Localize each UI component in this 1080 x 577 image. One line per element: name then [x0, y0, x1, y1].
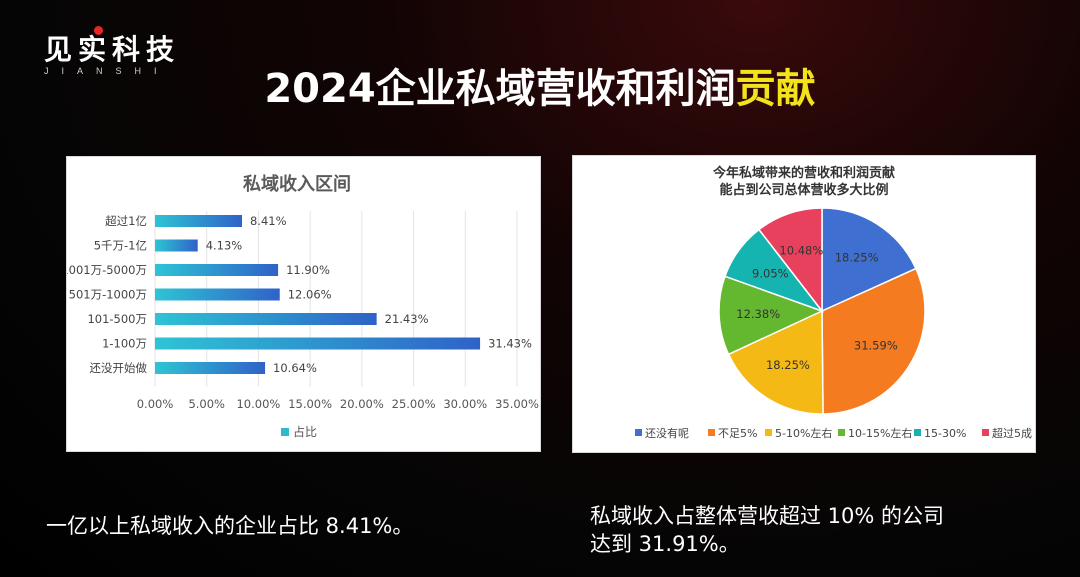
x-tick-label: 20.00%: [340, 397, 384, 411]
pie-value-label: 10.48%: [779, 244, 823, 258]
x-tick-label: 35.00%: [495, 397, 539, 411]
pie-slice: [727, 309, 824, 415]
x-tick-label: 15.00%: [288, 397, 332, 411]
page-title: 2024企业私域营收和利润贡献: [0, 56, 1080, 114]
pie-value-label: 31.59%: [854, 338, 898, 352]
logo-text-cn: 见实科技: [44, 33, 181, 66]
legend-swatch: [708, 429, 715, 436]
pie-value-label: 18.25%: [835, 250, 879, 264]
bar-chart: 私域收入区间 超过1亿 5千万-1亿 1001万-5000万 501万-1000万 10…: [61, 173, 539, 439]
category-label: 101-500万: [87, 312, 147, 326]
pie-slice: [718, 275, 824, 356]
category-label: 1-100万: [102, 337, 147, 351]
category-label: 还没开始做: [90, 361, 148, 375]
category-label: 501万-1000万: [69, 288, 147, 302]
bar-value-label: 8.41%: [250, 214, 287, 228]
x-tick-label: 5.00%: [188, 397, 225, 411]
legend-swatch: [635, 429, 642, 436]
legend-label: 不足5%: [718, 427, 757, 440]
caption-left: 一亿以上私域收入的企业占比 8.41%。: [46, 514, 414, 538]
pie-slice: [757, 207, 823, 314]
bar: [155, 288, 280, 301]
bar-chart-panel: 私域收入区间 超过1亿 5千万-1亿 1001万-5000万 501万-1000万 10…: [61, 156, 541, 452]
legend-swatch: [765, 429, 772, 436]
legend-label: 占比: [293, 424, 317, 439]
bar-chart-title: 私域收入区间: [243, 173, 351, 195]
x-tick-label: 0.00%: [137, 397, 174, 411]
bar-value-label: 4.13%: [206, 239, 243, 253]
caption-right-line1: 私域收入占整体营收超过 10% 的公司: [590, 504, 945, 528]
pie-chart-panel: 今年私域带来的营收和利润贡献 能占到公司总体营收多大比例 18.25% 31.59…: [572, 155, 1036, 453]
x-tick-label: 30.00%: [443, 397, 487, 411]
category-label: 1001万-5000万: [67, 263, 147, 277]
legend-swatch: [838, 429, 845, 436]
title-highlight: 贡献: [735, 66, 816, 112]
pie-value-label: 9.05%: [752, 266, 789, 280]
category-label: 超过1亿: [105, 214, 147, 228]
pie-value-label: 12.38%: [736, 307, 780, 321]
bar-value-label: 11.90%: [286, 263, 330, 277]
bar: [155, 239, 198, 252]
pie-chart: 今年私域带来的营收和利润贡献 能占到公司总体营收多大比例 18.25% 31.59…: [635, 165, 1032, 440]
bar-value-label: 21.43%: [385, 312, 429, 326]
legend-label: 还没有呢: [645, 426, 689, 440]
bar-value-label: 31.43%: [488, 337, 532, 351]
bar: [155, 215, 242, 227]
legend-label: 15-30%: [924, 427, 966, 440]
pie-slice: [821, 207, 917, 313]
logo-text-en: JIANSHI: [44, 66, 170, 76]
legend-label: 5-10%左右: [775, 426, 832, 440]
category-label: 5千万-1亿: [94, 239, 147, 253]
legend-label: 10-15%左右: [848, 426, 912, 440]
bar: [155, 264, 279, 276]
legend-swatch: [982, 429, 989, 436]
pie-slice: [821, 267, 926, 415]
bar: [155, 337, 481, 350]
title-main: 2024企业私域营收和利润: [264, 66, 736, 112]
bar: [155, 362, 266, 374]
bar-value-label: 10.64%: [273, 361, 317, 375]
bar-value-label: 12.06%: [288, 288, 332, 302]
brand-logo: 见实科技 JIANSHI: [44, 26, 181, 76]
pie-chart-title-line1: 今年私域带来的营收和利润贡献: [712, 165, 895, 181]
legend-swatch: [914, 429, 921, 436]
caption-right: 私域收入占整体营收超过 10% 的公司 达到 31.91%。: [590, 502, 1060, 558]
logo-dot: [94, 26, 103, 35]
pie-value-label: 18.25%: [766, 358, 810, 372]
x-tick-label: 25.00%: [392, 397, 436, 411]
legend-label: 超过5成: [992, 426, 1032, 440]
pie-chart-title-line2: 能占到公司总体营收多大比例: [719, 182, 888, 198]
legend-swatch: [281, 428, 289, 436]
caption-right-line2: 达到 31.91%。: [590, 532, 740, 556]
bar: [155, 313, 377, 325]
x-tick-label: 10.00%: [236, 397, 280, 411]
